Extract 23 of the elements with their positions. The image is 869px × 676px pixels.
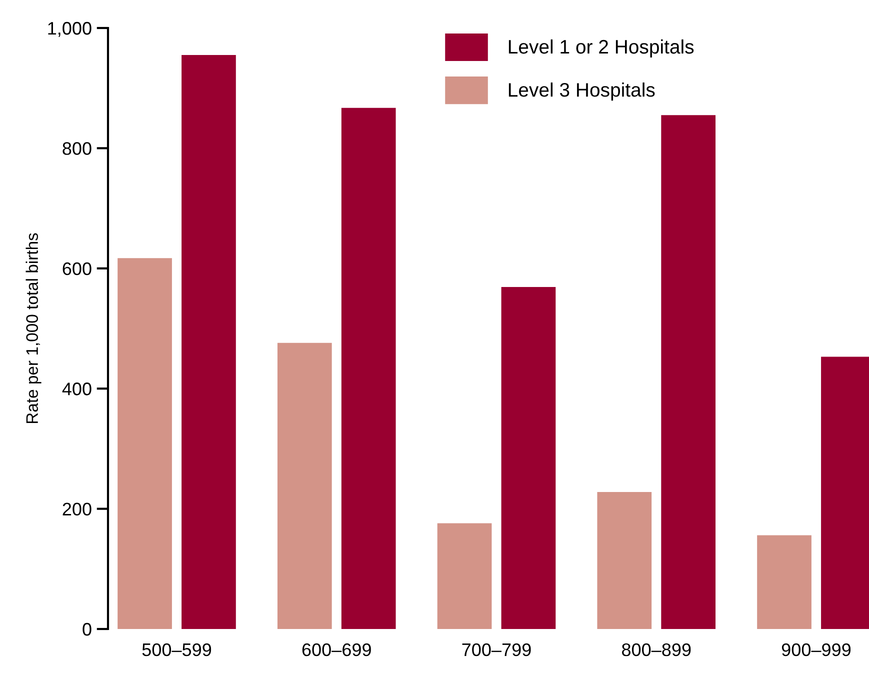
y-tick-label: 200: [62, 502, 92, 516]
y-tick-label: 600: [62, 262, 92, 276]
legend-label: Level 3 Hospitals: [508, 82, 655, 101]
legend-label: Level 1 or 2 Hospitals: [508, 39, 694, 58]
bar: [501, 287, 556, 629]
bar: [661, 115, 716, 629]
y-tick-label: 1,000: [48, 22, 92, 37]
x-tick-label: 500–599: [142, 643, 212, 656]
bar: [757, 535, 812, 629]
x-tick-label: 700–799: [462, 643, 531, 656]
y-axis-title: Rate per 1,000 total births: [26, 233, 42, 424]
bar: [277, 342, 332, 629]
bar: [118, 258, 172, 629]
bar: [182, 55, 236, 629]
x-tick-label: 800–899: [622, 643, 691, 656]
y-tick-label: 0: [82, 622, 92, 636]
y-tick-label: 800: [62, 142, 92, 155]
bar: [437, 523, 492, 629]
y-tick-label: 400: [62, 382, 92, 396]
bar: [341, 108, 396, 629]
x-tick-label: 900–999: [782, 643, 851, 656]
bar: [597, 492, 652, 629]
x-tick-label: 600–699: [302, 643, 371, 656]
